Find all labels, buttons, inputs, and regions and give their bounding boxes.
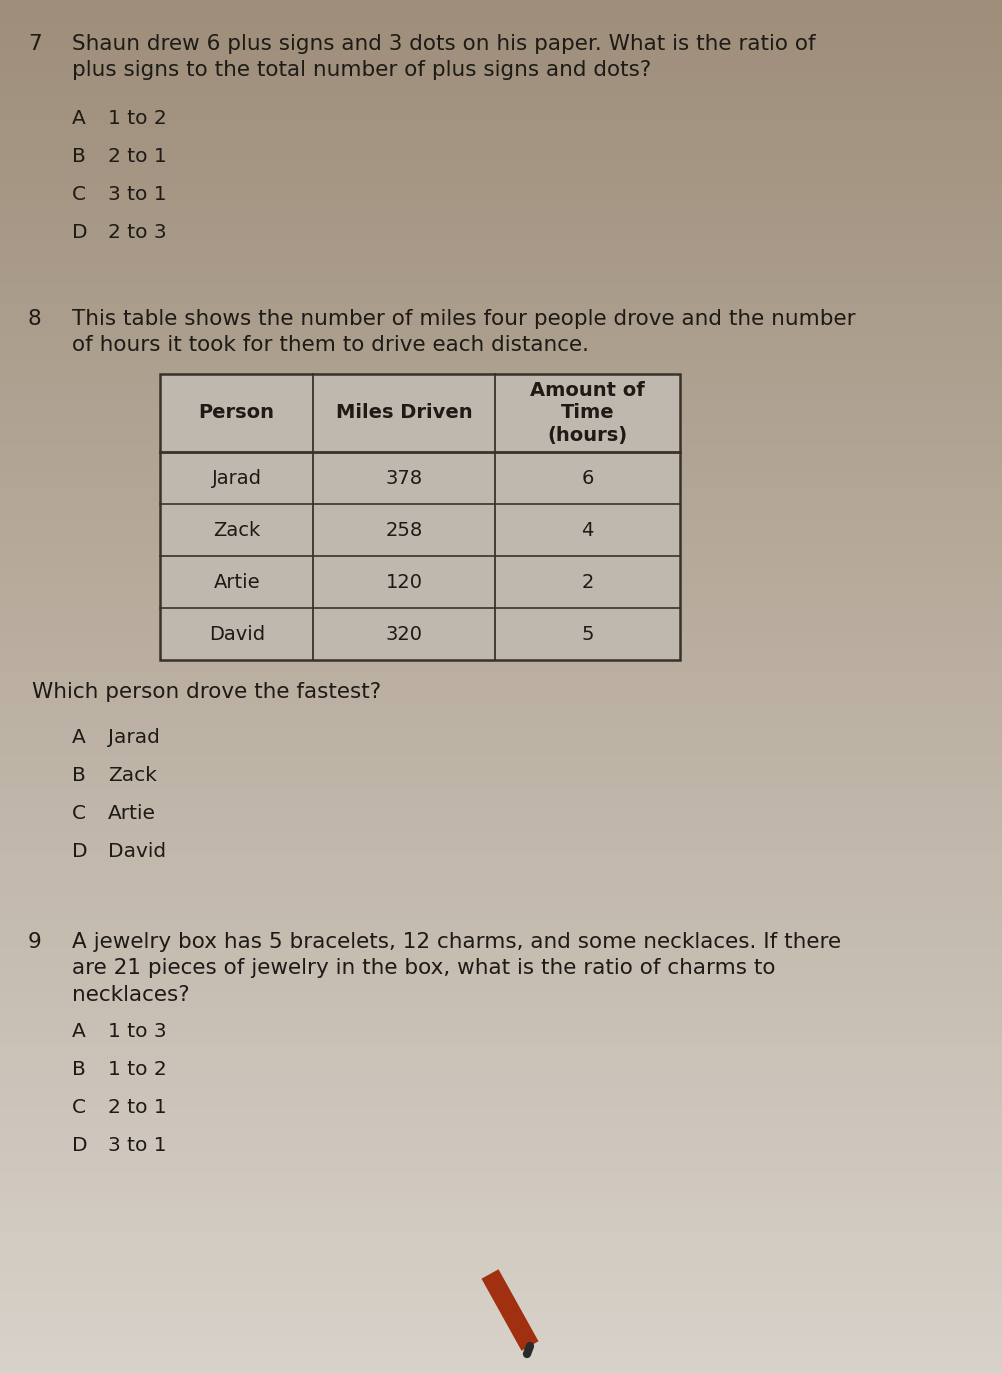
Text: 5: 5 bbox=[581, 625, 594, 643]
Text: 320: 320 bbox=[386, 625, 423, 643]
Text: 2 to 1: 2 to 1 bbox=[108, 1098, 166, 1117]
Text: 258: 258 bbox=[386, 521, 423, 540]
Text: 9: 9 bbox=[28, 932, 42, 952]
Text: B: B bbox=[72, 147, 86, 166]
Text: Artie: Artie bbox=[213, 573, 260, 591]
Text: Jarad: Jarad bbox=[211, 469, 262, 488]
Text: Amount of
Time
(hours): Amount of Time (hours) bbox=[530, 382, 645, 445]
Text: 2 to 3: 2 to 3 bbox=[108, 223, 166, 242]
Text: 120: 120 bbox=[386, 573, 423, 591]
Bar bbox=[160, 374, 680, 660]
Text: 8: 8 bbox=[28, 309, 42, 328]
Text: 1 to 2: 1 to 2 bbox=[108, 1059, 166, 1079]
Text: 2: 2 bbox=[581, 573, 594, 591]
Text: 2 to 1: 2 to 1 bbox=[108, 147, 166, 166]
Text: D: D bbox=[72, 842, 87, 861]
Text: David: David bbox=[208, 625, 265, 643]
Text: Which person drove the fastest?: Which person drove the fastest? bbox=[32, 682, 381, 702]
Text: 6: 6 bbox=[581, 469, 594, 488]
Text: B: B bbox=[72, 765, 86, 785]
Text: D: D bbox=[72, 1136, 87, 1156]
Text: 3 to 1: 3 to 1 bbox=[108, 1136, 166, 1156]
Text: Jarad: Jarad bbox=[108, 728, 160, 747]
Text: A jewelry box has 5 bracelets, 12 charms, and some necklaces. If there
are 21 pi: A jewelry box has 5 bracelets, 12 charms… bbox=[72, 932, 841, 1004]
Text: B: B bbox=[72, 1059, 86, 1079]
Text: C: C bbox=[72, 185, 86, 203]
Text: 3 to 1: 3 to 1 bbox=[108, 185, 166, 203]
Text: David: David bbox=[108, 842, 166, 861]
Text: Miles Driven: Miles Driven bbox=[336, 404, 473, 422]
Text: 4: 4 bbox=[581, 521, 594, 540]
Text: A: A bbox=[72, 1022, 86, 1041]
Text: Zack: Zack bbox=[213, 521, 261, 540]
Text: 7: 7 bbox=[28, 34, 42, 54]
Text: A: A bbox=[72, 109, 86, 128]
Text: Artie: Artie bbox=[108, 804, 156, 823]
Text: D: D bbox=[72, 223, 87, 242]
Text: A: A bbox=[72, 728, 86, 747]
Text: Person: Person bbox=[198, 404, 275, 422]
Text: C: C bbox=[72, 804, 86, 823]
Text: 378: 378 bbox=[386, 469, 423, 488]
Bar bbox=[160, 374, 680, 660]
Text: Zack: Zack bbox=[108, 765, 157, 785]
Text: C: C bbox=[72, 1098, 86, 1117]
Text: Shaun drew 6 plus signs and 3 dots on his paper. What is the ratio of
plus signs: Shaun drew 6 plus signs and 3 dots on hi… bbox=[72, 34, 816, 81]
Text: 1 to 2: 1 to 2 bbox=[108, 109, 166, 128]
Text: This table shows the number of miles four people drove and the number
of hours i: This table shows the number of miles fou… bbox=[72, 309, 856, 356]
Text: 1 to 3: 1 to 3 bbox=[108, 1022, 166, 1041]
